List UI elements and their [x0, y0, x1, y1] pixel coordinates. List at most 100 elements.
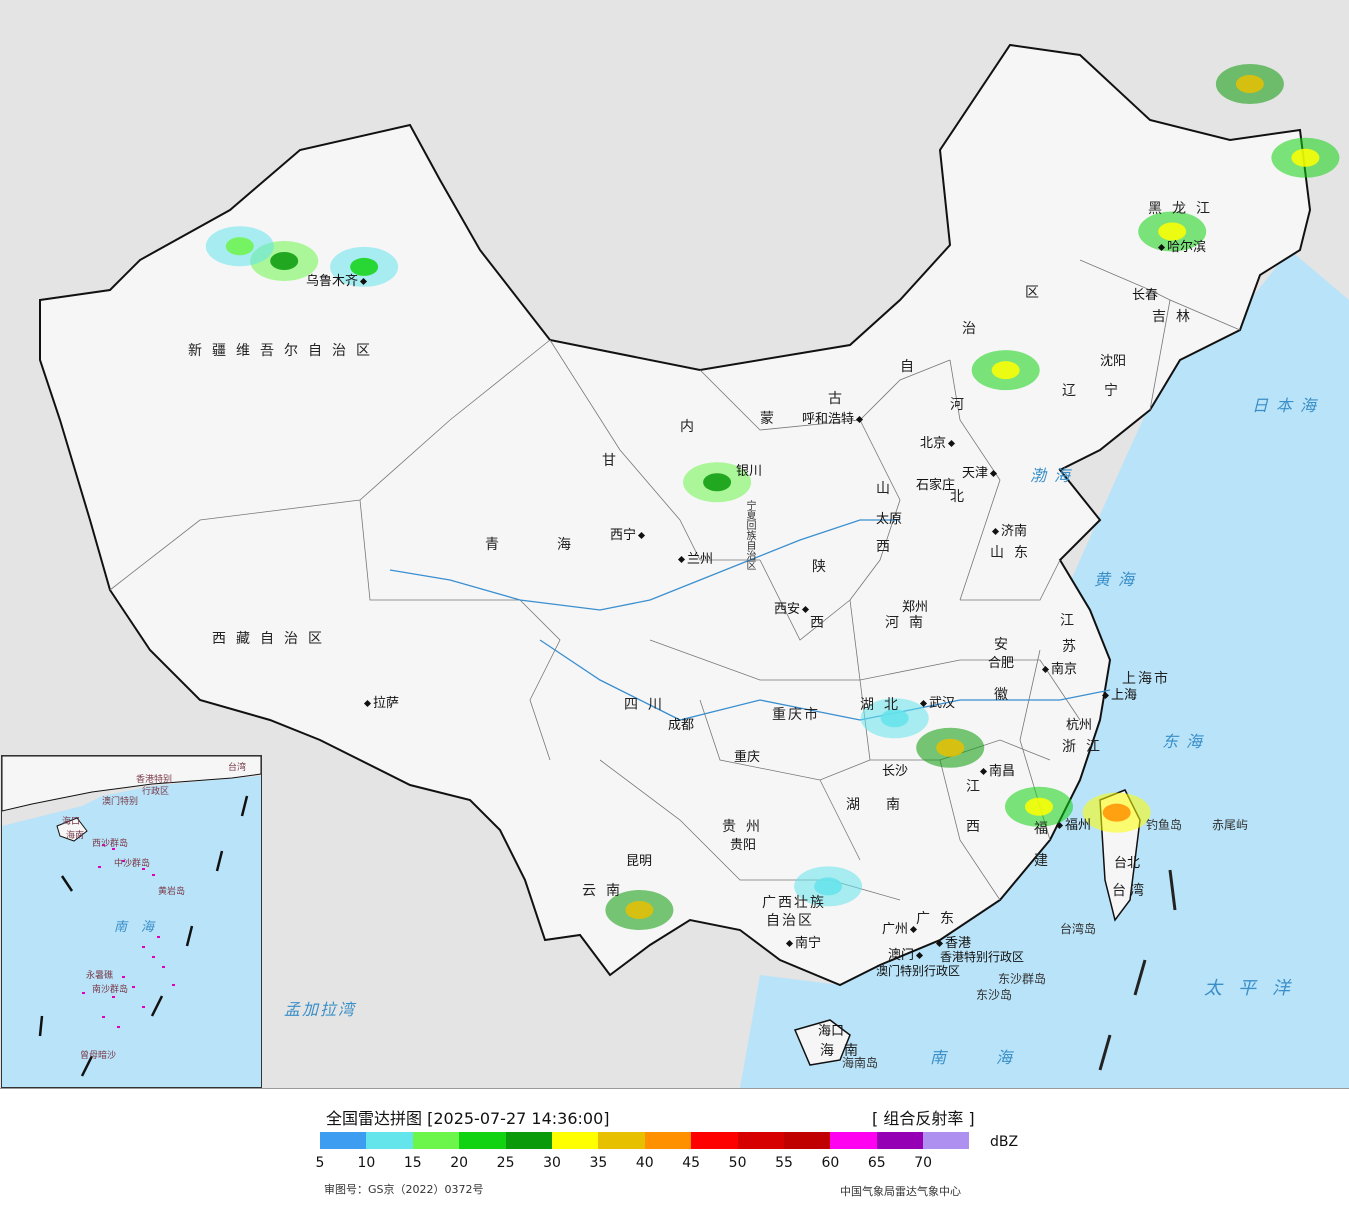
- city-shanghai-label: 上海: [1111, 688, 1138, 703]
- region-sichuan: 四川: [624, 697, 672, 713]
- sea-donghai: 东海: [1162, 732, 1211, 751]
- city-shijiazhuang: 石家庄: [916, 474, 955, 493]
- radar-echo-core: [814, 877, 843, 896]
- region-shaanxi-1: 陕: [812, 559, 836, 575]
- city-taibei: 台北: [1114, 852, 1140, 871]
- color-swatch: [737, 1132, 784, 1149]
- inset-hk2: 行政区: [142, 787, 170, 797]
- city-wuhan: 武汉: [918, 692, 955, 711]
- city-kunming-label: 昆明: [626, 854, 653, 869]
- island-diaoyu: 钓鱼岛: [1146, 818, 1183, 832]
- sea-bohai: 渤海: [1030, 466, 1079, 485]
- radar-echo-core: [1291, 148, 1320, 167]
- city-taibei-label: 台北: [1114, 856, 1141, 871]
- city-nanchang: 南昌: [978, 760, 1015, 779]
- color-scale-ticks: 5 10 15 20 25 30 35 40 45 50 55 60 65 70: [0, 1155, 1000, 1173]
- region-henan: 河南: [885, 615, 933, 631]
- color-swatch: [830, 1132, 877, 1149]
- south-china-sea-inset: 南海 西沙群岛 中沙群岛 黄岩岛 南沙群岛 曾母暗沙 永暑礁 香港特别 澳门特别…: [1, 755, 262, 1088]
- city-beijing-label: 北京: [920, 436, 947, 451]
- city-lanzhou-label: 兰州: [687, 552, 714, 567]
- region-jiangsu-2: 苏: [1062, 639, 1086, 655]
- city-guangzhou: 广州: [882, 918, 919, 937]
- city-chongqing: 重庆: [734, 746, 760, 765]
- region-fujian-1: 福: [1034, 821, 1058, 837]
- color-scale-tick: 5: [315, 1155, 325, 1171]
- color-scale-tick: 45: [682, 1155, 701, 1171]
- legend-product: [ 组合反射率 ]: [872, 1109, 975, 1128]
- region-qinghai-1: 青: [485, 537, 509, 553]
- city-chengdu: 成都: [668, 714, 694, 733]
- city-xian-label: 西安: [774, 602, 801, 617]
- city-xining-label: 西宁: [610, 528, 637, 543]
- region-qinghai-2: 海: [557, 537, 581, 553]
- island-dongshadao: 东沙岛: [976, 988, 1013, 1002]
- region-yunnan: 云南: [582, 883, 630, 899]
- color-scale-bar: [320, 1132, 970, 1149]
- region-neimenggu-4: 自: [900, 359, 924, 375]
- color-scale-tick: 35: [589, 1155, 608, 1171]
- city-marker: [1041, 665, 1050, 674]
- color-scale-tick: 65: [867, 1155, 886, 1171]
- region-guizhou: 贵州: [722, 819, 770, 835]
- city-urumqi-label: 乌鲁木齐: [306, 274, 359, 289]
- city-wuhan-label: 武汉: [929, 696, 956, 711]
- region-gansu: 甘: [602, 453, 626, 469]
- inset-xisha: 西沙群岛: [92, 839, 129, 849]
- region-hk: 香港特别行政区: [940, 950, 1025, 964]
- island-hainandao: 海南岛: [842, 1056, 879, 1070]
- inset-taiwan: 台湾: [228, 763, 247, 773]
- color-swatch: [691, 1132, 738, 1149]
- city-nanning: 南宁: [784, 932, 821, 951]
- city-marker: [359, 277, 368, 286]
- city-changsha: 长沙: [882, 760, 908, 779]
- region-guangdong: 广东: [916, 911, 964, 927]
- city-marker: [991, 527, 1000, 536]
- region-ningxia: 宁夏回族自治区: [744, 500, 755, 570]
- sea-mengjiala: 孟加拉湾: [284, 1000, 357, 1019]
- city-tianjin: 天津: [962, 462, 999, 481]
- city-marker: [935, 939, 944, 948]
- city-marker: [909, 925, 918, 934]
- radar-map[interactable]: 新疆维吾尔自治区 西藏自治区 青 海 甘 内 蒙 古 自 治 区 黑龙江 吉林 …: [0, 0, 1349, 1088]
- region-taiwan: 台湾: [1112, 883, 1148, 899]
- region-hebei-1: 河: [950, 397, 974, 413]
- legend-title: 全国雷达拼图 [2025-07-27 14:36:00]: [326, 1109, 610, 1128]
- city-marker: [1101, 691, 1110, 700]
- city-taiyuan: 太原: [876, 508, 902, 527]
- region-neimenggu-1: 内: [680, 419, 704, 435]
- city-jinan: 济南: [990, 520, 1027, 539]
- radar-echo-layer: [205, 64, 1340, 930]
- city-shenyang: 沈阳: [1100, 350, 1126, 369]
- map-canvas: [0, 0, 1349, 1088]
- color-swatch: [320, 1132, 367, 1149]
- radar-echo-core: [991, 361, 1020, 380]
- city-hohhot: 呼和浩特: [802, 408, 865, 427]
- island-dongsha: 东沙群岛: [998, 972, 1047, 986]
- region-shaanxi-2: 西: [810, 615, 834, 631]
- color-scale-tick: 50: [728, 1155, 747, 1171]
- region-macau: 澳门特别行政区: [876, 964, 961, 978]
- city-lhasa-label: 拉萨: [373, 696, 400, 711]
- city-guiyang-label: 贵阳: [730, 838, 757, 853]
- city-fuzhou-label: 福州: [1065, 818, 1092, 833]
- city-xian: 西安: [774, 598, 811, 617]
- sea-riben: 日本海: [1252, 396, 1325, 415]
- city-hangzhou-label: 杭州: [1066, 718, 1093, 733]
- region-neimenggu-6: 区: [1025, 285, 1049, 301]
- city-marker: [989, 469, 998, 478]
- inset-zhongsha: 中沙群岛: [114, 859, 151, 869]
- legend-panel: 全国雷达拼图 [2025-07-27 14:36:00] [ 组合反射率 ] 5…: [0, 1088, 1349, 1209]
- city-hangzhou: 杭州: [1066, 714, 1092, 733]
- city-changchun: 长春: [1132, 284, 1158, 303]
- region-guangxi-2: 自治区: [766, 913, 814, 929]
- region-jiangxi-2: 西: [966, 819, 990, 835]
- city-nanjing-label: 南京: [1051, 662, 1078, 677]
- city-marker: [979, 767, 988, 776]
- sea-nanhai: 南海: [930, 1048, 1063, 1067]
- city-urumqi: 乌鲁木齐: [306, 270, 369, 289]
- city-tianjin-label: 天津: [962, 466, 989, 481]
- inset-sea-nanhai: 南海: [114, 920, 169, 935]
- city-xining: 西宁: [610, 524, 647, 543]
- city-marker: [947, 439, 956, 448]
